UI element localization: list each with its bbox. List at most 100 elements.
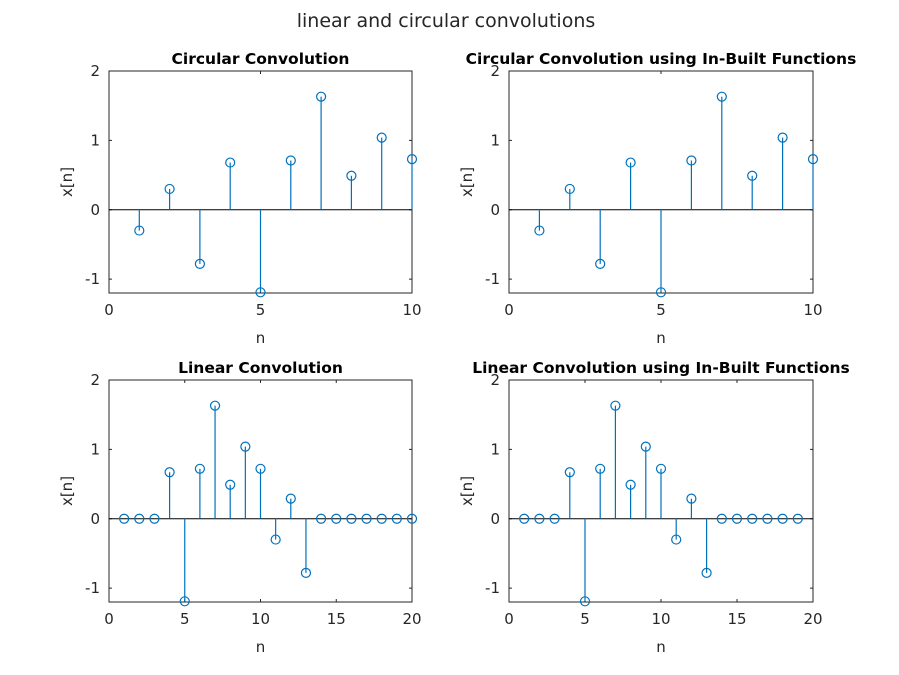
stem-marker <box>164 467 175 478</box>
stem-marker <box>564 183 575 195</box>
stem-marker <box>179 596 190 607</box>
stem-marker <box>331 513 342 524</box>
stem-marker <box>164 183 175 195</box>
stem-marker <box>579 596 591 607</box>
stem-marker <box>655 287 667 298</box>
stem-marker <box>731 513 743 524</box>
y-tick-label: 2 <box>490 62 500 80</box>
stem-marker <box>610 400 621 411</box>
stem-marker <box>777 513 788 524</box>
stem-marker <box>134 513 145 524</box>
y-tick-label: 0 <box>90 201 100 219</box>
stem-marker <box>240 441 251 452</box>
stem-marker <box>595 258 606 269</box>
x-tick-label: 20 <box>402 610 421 628</box>
x-tick-label: 5 <box>656 301 666 319</box>
stem-marker <box>255 287 266 298</box>
stem-marker <box>534 225 545 236</box>
stem-marker <box>716 91 727 102</box>
stem-marker <box>519 513 530 524</box>
figure-suptitle: linear and circular convolutions <box>297 10 596 32</box>
y-tick-label: 1 <box>490 131 500 149</box>
y-tick-label: 1 <box>90 131 100 149</box>
x-tick-label: 10 <box>402 301 421 319</box>
stem-marker <box>391 513 402 524</box>
stem-marker <box>686 493 697 504</box>
stem-marker <box>655 463 667 474</box>
stem-marker <box>534 513 545 524</box>
x-tick-label: 15 <box>727 610 746 628</box>
x-axis-label: n <box>656 638 666 656</box>
stem-marker <box>625 479 636 490</box>
subplot-title: Circular Convolution <box>172 50 350 68</box>
y-axis-label: x[n] <box>458 167 476 197</box>
stem-marker <box>701 567 712 578</box>
y-tick-label: -1 <box>85 270 100 288</box>
x-tick-label: 15 <box>327 610 346 628</box>
x-tick-label: 10 <box>803 301 822 319</box>
x-axis-label: n <box>256 329 266 347</box>
y-tick-label: 0 <box>90 510 100 528</box>
stem-marker <box>149 513 160 524</box>
x-axis-label: n <box>256 638 266 656</box>
x-tick-label: 10 <box>251 610 270 628</box>
y-tick-label: 2 <box>90 62 100 80</box>
stem-marker <box>285 493 296 504</box>
stem-marker <box>376 513 387 524</box>
x-tick-label: 0 <box>504 301 514 319</box>
subplot-title: Circular Convolution using In-Built Func… <box>466 50 857 68</box>
y-tick-label: 0 <box>490 510 500 528</box>
stem-marker <box>194 463 205 474</box>
stem-marker <box>376 132 387 143</box>
stem-marker <box>406 154 418 165</box>
stem-marker <box>119 513 130 524</box>
y-tick-label: -1 <box>85 579 100 597</box>
stem-marker <box>225 157 236 168</box>
x-tick-label: 0 <box>104 610 114 628</box>
stem-marker <box>346 170 357 181</box>
stem-marker <box>300 567 312 578</box>
x-tick-label: 5 <box>256 301 266 319</box>
stem-marker <box>747 513 758 524</box>
y-axis-label: x[n] <box>58 476 76 506</box>
stem-marker <box>346 513 357 524</box>
y-tick-label: 1 <box>90 440 100 458</box>
stem-marker <box>316 513 327 524</box>
stem-marker <box>792 513 803 524</box>
y-tick-label: 1 <box>490 440 500 458</box>
stem-marker <box>270 534 281 545</box>
stem-marker <box>671 534 682 545</box>
x-tick-label: 0 <box>104 301 114 319</box>
x-tick-label: 20 <box>803 610 822 628</box>
subplot-title: Linear Convolution using In-Built Functi… <box>472 359 850 377</box>
stem-marker <box>777 132 788 143</box>
stem-marker <box>406 513 418 524</box>
x-tick-label: 10 <box>651 610 670 628</box>
stem-marker <box>549 513 560 524</box>
stem-marker <box>134 225 145 236</box>
stem-marker <box>285 155 296 166</box>
stem-marker <box>807 154 819 165</box>
x-tick-label: 0 <box>504 610 514 628</box>
stem-marker <box>316 91 327 102</box>
stem-marker <box>747 170 758 181</box>
x-axis-label: n <box>656 329 666 347</box>
stem-marker <box>716 513 727 524</box>
y-tick-label: 2 <box>90 371 100 389</box>
y-tick-label: 2 <box>490 371 500 389</box>
stem-marker <box>762 513 773 524</box>
stem-marker <box>194 258 205 269</box>
x-tick-label: 5 <box>580 610 590 628</box>
stem-marker <box>361 513 372 524</box>
x-tick-label: 5 <box>180 610 190 628</box>
stem-marker <box>225 479 236 490</box>
y-tick-label: 0 <box>490 201 500 219</box>
y-axis-label: x[n] <box>458 476 476 506</box>
stem-marker <box>640 441 651 452</box>
y-tick-label: -1 <box>485 270 500 288</box>
